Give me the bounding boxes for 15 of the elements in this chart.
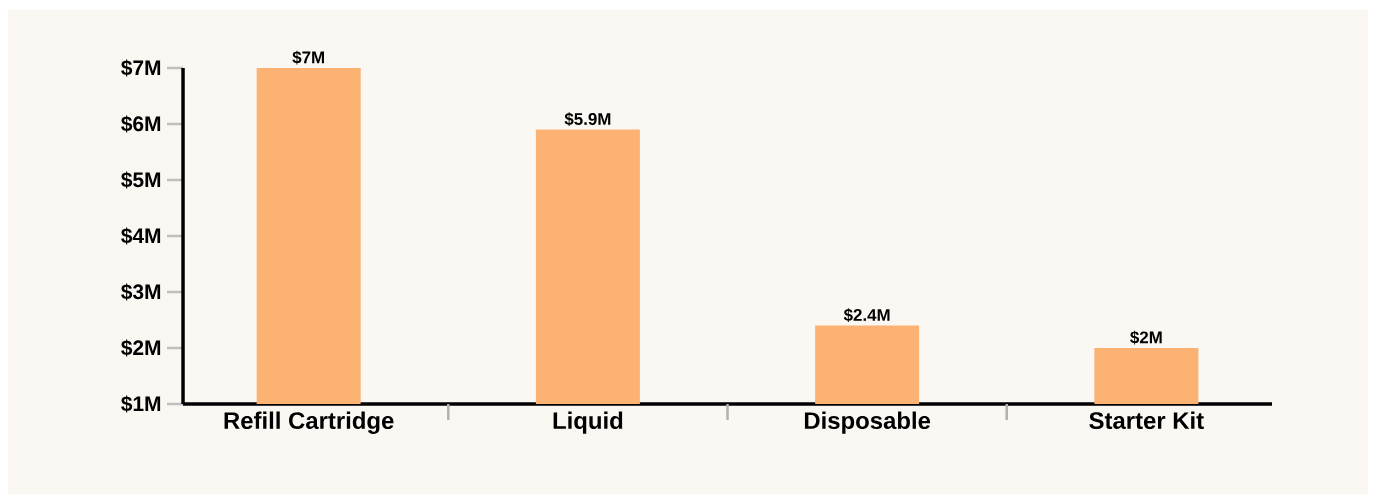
y-tick-label: $5M <box>121 171 161 189</box>
x-tick-label: Disposable <box>804 411 931 434</box>
data-label: $2M <box>1130 330 1162 345</box>
y-tick-label: $4M <box>121 227 161 245</box>
y-tick-label: $7M <box>121 59 161 77</box>
y-tick-label: $6M <box>121 115 161 133</box>
y-tick-label: $3M <box>121 283 161 301</box>
x-tick-label: Starter Kit <box>1089 411 1204 430</box>
data-label: $5.9M <box>564 112 611 127</box>
y-tick-label: $1M <box>121 395 161 413</box>
data-label: $2.4M <box>843 308 890 323</box>
data-label: $7M <box>292 50 324 65</box>
y-tick-label: $2M <box>121 339 161 357</box>
x-tick-label: Refill Cartridge <box>224 411 394 434</box>
x-tick-label: Liquid <box>553 411 623 434</box>
